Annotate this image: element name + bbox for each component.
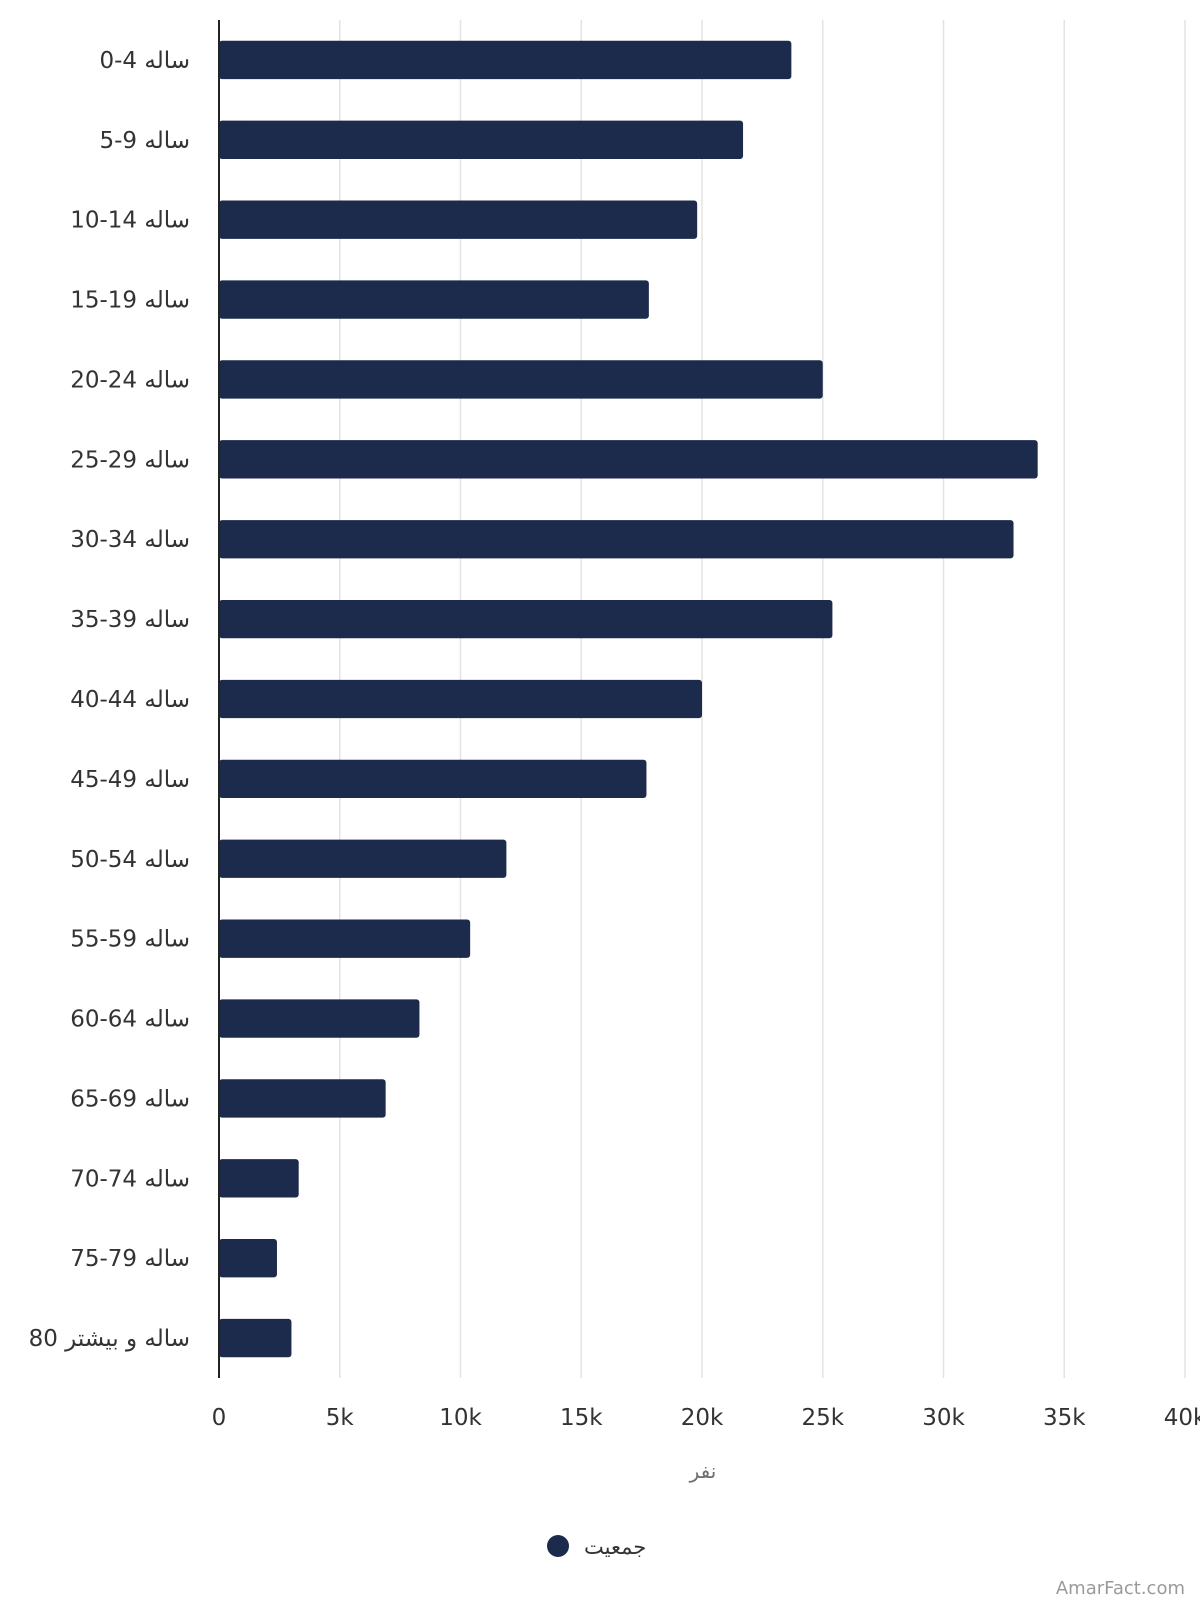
bar[interactable] bbox=[219, 280, 649, 319]
bar[interactable] bbox=[219, 1159, 299, 1198]
category-label: 15-19 ساله bbox=[70, 288, 190, 314]
bar[interactable] bbox=[219, 1318, 292, 1358]
bar[interactable] bbox=[219, 40, 792, 80]
category-label: 30-34 ساله bbox=[70, 527, 190, 553]
bar[interactable] bbox=[219, 919, 471, 958]
x-tick-label: 20k bbox=[681, 1405, 724, 1431]
bar[interactable] bbox=[219, 440, 1038, 479]
bar[interactable] bbox=[219, 360, 823, 399]
bar[interactable] bbox=[219, 759, 647, 799]
x-tick-label: 0 bbox=[212, 1405, 227, 1431]
category-labels: 0-4 ساله 5-9 ساله 10-14 ساله 15-19 ساله 20-2… bbox=[29, 48, 190, 1352]
bar[interactable] bbox=[219, 120, 744, 159]
category-label: 70-74 ساله bbox=[70, 1166, 190, 1192]
x-tick-labels: 0 5k 10k 15k 20k 25k 30k 35k 40k bbox=[212, 1405, 1200, 1431]
bar[interactable] bbox=[219, 679, 702, 719]
category-label: 0-4 ساله bbox=[99, 48, 190, 74]
legend-swatch-icon bbox=[547, 1535, 569, 1557]
category-label: 25-29 ساله bbox=[70, 447, 190, 473]
x-tick-label: 10k bbox=[439, 1405, 482, 1431]
category-label: 60-64 ساله bbox=[70, 1007, 190, 1033]
watermark: AmarFact.com bbox=[1056, 1578, 1185, 1599]
category-label: 40-44 ساله bbox=[70, 687, 190, 713]
bar[interactable] bbox=[219, 1239, 277, 1278]
category-label: 80 ساله و بیشتر bbox=[29, 1326, 190, 1352]
category-label: 75-79 ساله bbox=[70, 1246, 190, 1272]
category-label: 10-14 ساله bbox=[70, 208, 190, 234]
category-label: 55-59 ساله bbox=[70, 927, 190, 953]
bar[interactable] bbox=[219, 839, 507, 878]
category-label: 65-69 ساله bbox=[70, 1086, 190, 1112]
bar[interactable] bbox=[219, 1079, 386, 1118]
category-label: 20-24 ساله bbox=[70, 367, 190, 393]
bar[interactable] bbox=[219, 999, 420, 1038]
legend-label: جمعیت bbox=[584, 1535, 646, 1559]
x-axis-title: نفر bbox=[689, 1459, 717, 1483]
bars bbox=[219, 40, 1038, 1358]
bar[interactable] bbox=[219, 599, 833, 639]
category-label: 35-39 ساله bbox=[70, 607, 190, 633]
category-label: 5-9 ساله bbox=[99, 128, 190, 154]
category-label: 45-49 ساله bbox=[70, 767, 190, 793]
bar[interactable] bbox=[219, 200, 698, 239]
x-tick-label: 30k bbox=[922, 1405, 965, 1431]
x-tick-label: 15k bbox=[560, 1405, 603, 1431]
category-label: 50-54 ساله bbox=[70, 847, 190, 873]
x-tick-label: 25k bbox=[801, 1405, 844, 1431]
x-tick-label: 5k bbox=[326, 1405, 355, 1431]
x-tick-label: 35k bbox=[1043, 1405, 1086, 1431]
bar[interactable] bbox=[219, 520, 1014, 559]
x-tick-label: 40k bbox=[1164, 1405, 1200, 1431]
legend[interactable]: جمعیت bbox=[547, 1535, 646, 1559]
